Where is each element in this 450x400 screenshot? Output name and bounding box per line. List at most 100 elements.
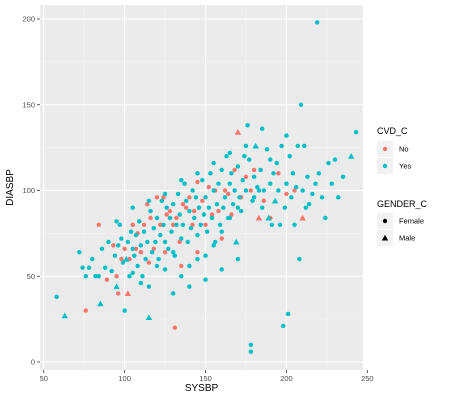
data-point-yes	[128, 229, 134, 234]
data-point-no	[172, 325, 178, 330]
data-point-yes	[54, 294, 59, 300]
data-point-yes	[169, 229, 174, 234]
data-point-yes	[204, 229, 210, 234]
data-point-yes	[119, 236, 124, 241]
data-point-yes	[137, 219, 142, 224]
data-point-yes	[192, 215, 197, 221]
data-point-no	[167, 208, 173, 214]
data-point-yes	[258, 167, 263, 173]
x-axis-title: SYSBP	[185, 383, 219, 394]
data-point-no	[151, 246, 156, 252]
data-point-yes	[295, 143, 300, 149]
legend-key-male	[381, 234, 389, 241]
data-point-no	[158, 222, 163, 227]
data-point-yes	[269, 222, 275, 227]
data-point-yes	[271, 197, 279, 204]
data-point-yes	[259, 126, 265, 131]
data-point-yes	[329, 181, 334, 186]
data-point-yes	[297, 256, 302, 262]
data-point-yes	[123, 255, 130, 262]
legend-key-yes	[382, 163, 388, 169]
plot-panel	[40, 5, 363, 370]
x-tick-label: 200	[280, 374, 293, 383]
data-point-yes	[86, 265, 92, 270]
data-point-yes	[166, 246, 171, 252]
data-point-yes	[115, 243, 121, 248]
data-point-yes	[112, 253, 118, 258]
data-point-yes	[282, 205, 288, 210]
data-point-no	[234, 128, 242, 135]
data-point-yes	[145, 239, 150, 245]
data-point-yes	[353, 129, 359, 135]
y-tick-label: 100	[22, 186, 35, 195]
data-point-no	[154, 195, 160, 200]
data-point-yes	[303, 205, 309, 210]
data-point-yes	[285, 311, 291, 317]
data-point-yes	[284, 181, 289, 186]
data-point-no	[96, 222, 101, 227]
data-point-yes	[340, 174, 346, 179]
data-point-yes	[143, 256, 148, 262]
data-point-no	[284, 191, 289, 197]
data-point-yes	[138, 280, 144, 286]
x-tick-label: 150	[199, 374, 212, 383]
data-point-yes	[230, 202, 236, 207]
data-point-yes	[106, 239, 111, 245]
data-point-yes	[221, 205, 226, 210]
data-point-yes	[80, 265, 85, 270]
data-point-yes	[290, 171, 296, 176]
data-point-yes	[153, 239, 158, 245]
data-point-yes	[179, 178, 184, 183]
data-point-yes	[233, 238, 240, 245]
data-point-yes	[146, 284, 152, 289]
data-point-no	[206, 184, 211, 190]
data-point-yes	[314, 20, 320, 25]
data-point-no	[164, 212, 169, 217]
data-point-yes	[287, 154, 292, 159]
data-point-yes	[130, 270, 135, 276]
data-point-yes	[224, 154, 229, 159]
data-point-no	[138, 250, 144, 255]
x-tick-label: 100	[118, 374, 131, 383]
data-point-yes	[235, 256, 241, 262]
data-point-yes	[132, 253, 137, 258]
data-point-yes	[154, 215, 160, 221]
data-point-yes	[200, 178, 205, 183]
data-point-yes	[271, 171, 276, 176]
data-point-yes	[195, 256, 200, 262]
data-point-no	[115, 291, 121, 296]
data-point-no	[174, 215, 179, 221]
data-point-yes	[180, 222, 186, 227]
data-point-yes	[103, 265, 108, 270]
data-point-yes	[305, 174, 310, 179]
data-point-yes	[252, 142, 259, 149]
data-point-yes	[172, 253, 178, 258]
data-point-yes	[235, 205, 241, 210]
data-point-yes	[300, 188, 305, 193]
data-point-yes	[175, 191, 181, 197]
data-point-yes	[227, 150, 233, 155]
data-point-no	[200, 198, 205, 203]
data-point-yes	[248, 342, 254, 348]
data-point-no	[133, 246, 139, 252]
data-point-yes	[99, 246, 105, 252]
data-point-yes	[235, 164, 241, 169]
data-point-yes	[187, 284, 192, 289]
data-point-no	[170, 222, 176, 227]
data-point-yes	[208, 171, 213, 176]
data-point-yes	[114, 219, 119, 224]
y-tick-label: 150	[22, 100, 35, 109]
data-point-yes	[154, 263, 160, 269]
data-point-yes	[187, 263, 192, 269]
data-point-yes	[250, 198, 255, 203]
legend-label-male: Male	[399, 234, 415, 243]
data-point-yes	[319, 195, 325, 200]
data-point-yes	[83, 274, 89, 279]
data-point-yes	[209, 215, 215, 221]
data-point-yes	[276, 188, 281, 193]
data-point-yes	[117, 222, 122, 227]
data-point-yes	[274, 160, 279, 166]
data-point-yes	[268, 181, 273, 186]
data-point-yes	[170, 202, 176, 207]
